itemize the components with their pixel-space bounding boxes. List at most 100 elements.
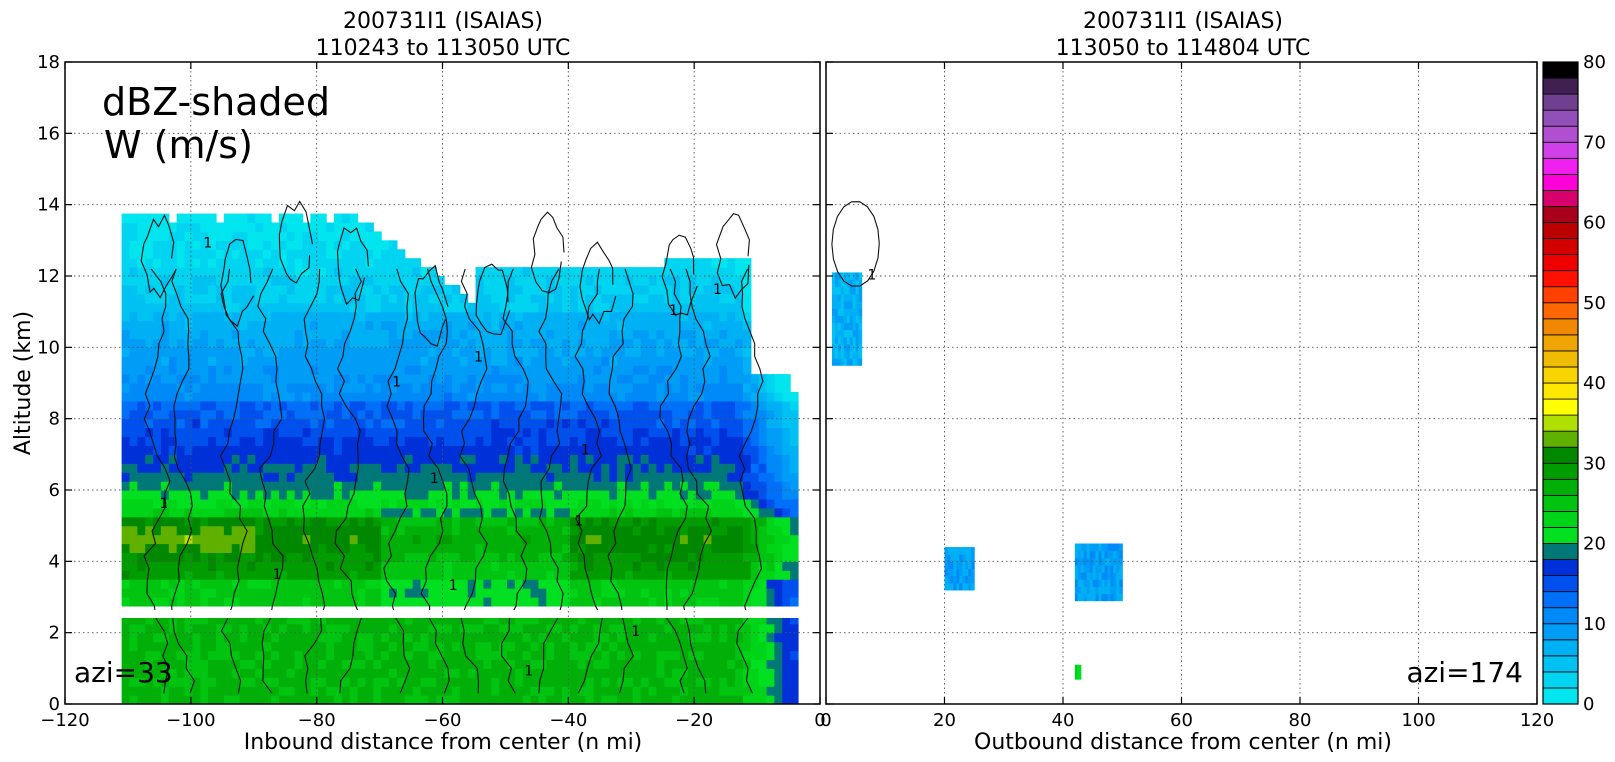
dbz-cell <box>168 561 178 571</box>
dbz-cell <box>499 338 508 348</box>
dbz-cell <box>617 338 626 348</box>
dbz-cell <box>176 588 186 598</box>
colorbar-tick-label: 10 <box>1583 614 1606 635</box>
dbz-cell <box>365 525 374 536</box>
dbz-cell <box>318 543 327 554</box>
dbz-cell <box>184 427 194 438</box>
dbz-cell <box>632 677 642 687</box>
dbz-cell <box>742 481 752 491</box>
dbz-cell <box>640 623 650 634</box>
dbz-cell <box>601 391 610 402</box>
dbz-cell <box>404 418 414 429</box>
dbz-cell <box>247 383 256 393</box>
dbz-cell <box>129 409 138 420</box>
dbz-cell <box>121 677 131 687</box>
dbz-cell <box>318 525 327 536</box>
dbz-cell <box>137 383 146 393</box>
dbz-cell <box>184 552 194 562</box>
dbz-cell <box>200 668 209 678</box>
dbz-cell <box>632 534 642 545</box>
dbz-cell <box>858 322 863 331</box>
dbz-cell <box>302 258 311 268</box>
dbz-cell <box>184 686 194 696</box>
dbz-cell <box>294 383 304 393</box>
dbz-cell <box>1077 579 1082 587</box>
dbz-cell <box>278 356 288 366</box>
dbz-cell <box>326 240 335 250</box>
dbz-cell <box>632 374 642 384</box>
dbz-cell <box>357 293 367 304</box>
dbz-cell <box>160 320 170 331</box>
dbz-cell <box>231 659 241 669</box>
x-tick-label: −40 <box>549 710 587 731</box>
dbz-cell <box>766 552 775 562</box>
dbz-cell <box>184 418 194 429</box>
dbz-cell <box>318 597 327 607</box>
dbz-cell <box>310 525 319 536</box>
dbz-cell <box>153 356 162 366</box>
dbz-cell <box>420 632 429 643</box>
dbz-cell <box>444 383 453 393</box>
dbz-cell <box>420 507 429 518</box>
dbz-cell <box>672 695 681 704</box>
dbz-cell <box>962 568 966 577</box>
dbz-cell <box>965 547 969 555</box>
dbz-cell <box>554 311 563 322</box>
dbz-cell <box>153 240 162 250</box>
dbz-cell <box>601 498 610 509</box>
dbz-cell <box>554 498 563 509</box>
dbz-cell <box>711 427 720 438</box>
dbz-cell <box>1092 579 1097 587</box>
dbz-cell <box>326 507 335 518</box>
dbz-cell <box>145 677 154 687</box>
dbz-cell <box>160 329 170 340</box>
dbz-cell <box>601 597 610 607</box>
dbz-cell <box>145 293 154 304</box>
dbz-cell <box>223 258 233 268</box>
dbz-cell <box>680 588 689 598</box>
colorbar-tick-label: 40 <box>1583 373 1606 394</box>
dbz-cell <box>695 534 705 545</box>
dbz-cell <box>160 668 170 678</box>
dbz-cell <box>727 418 736 429</box>
dbz-cell <box>585 391 595 402</box>
dbz-cell <box>569 623 579 634</box>
dbz-cell <box>735 552 744 562</box>
dbz-cell <box>373 293 382 304</box>
dbz-cell <box>412 570 422 580</box>
dbz-cell <box>333 240 343 250</box>
dbz-cell <box>522 498 532 509</box>
dbz-cell <box>271 293 280 304</box>
dbz-cell <box>834 315 839 323</box>
dbz-cell <box>192 249 201 259</box>
dbz-cell <box>609 284 618 295</box>
dbz-cell <box>396 472 406 482</box>
dbz-cell <box>160 641 170 652</box>
dbz-cell <box>695 258 705 268</box>
dbz-cell <box>672 597 681 607</box>
dbz-cell <box>381 552 390 562</box>
dbz-cell <box>774 418 783 429</box>
dbz-cell <box>1080 593 1085 602</box>
dbz-cell <box>538 525 547 536</box>
dbz-cell <box>373 650 382 661</box>
dbz-cell <box>703 258 713 268</box>
colorbar-cell <box>1542 222 1579 239</box>
dbz-cell <box>310 231 319 241</box>
outbound-title: 200731I1 (ISAIAS) <box>1083 9 1283 34</box>
dbz-cell <box>530 329 540 340</box>
dbz-cell <box>333 481 343 491</box>
dbz-cell <box>680 391 689 402</box>
dbz-cell <box>239 383 249 393</box>
dbz-cell <box>373 498 382 509</box>
dbz-cell <box>790 686 799 696</box>
dbz-cell <box>271 481 280 491</box>
dbz-cell <box>672 463 681 473</box>
dbz-cell <box>569 463 579 473</box>
dbz-cell <box>530 374 540 384</box>
dbz-cell <box>216 284 225 295</box>
dbz-cell <box>790 472 799 482</box>
dbz-cell <box>831 336 836 345</box>
dbz-cell <box>687 329 697 340</box>
